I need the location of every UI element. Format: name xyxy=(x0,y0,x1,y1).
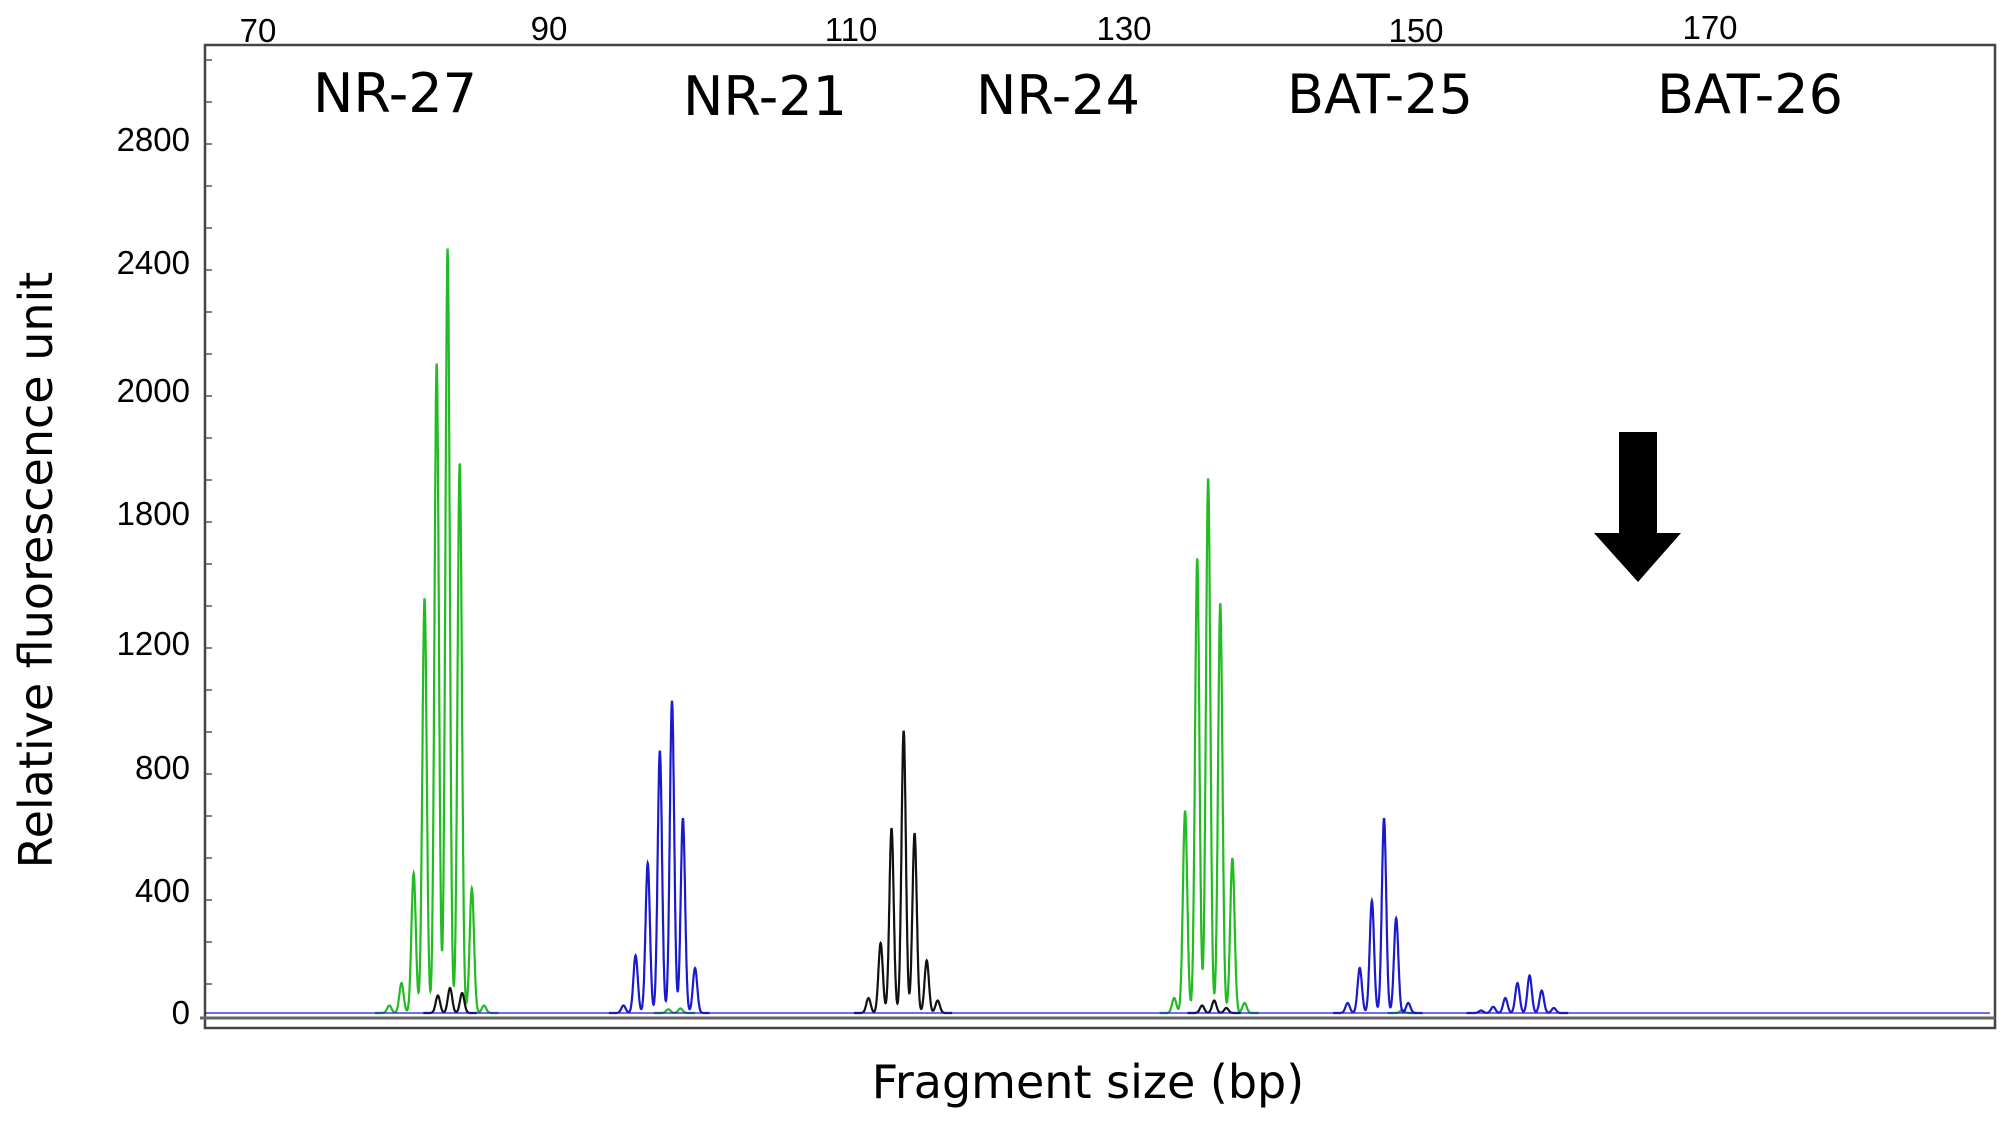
y-tick-label: 2000 xyxy=(117,372,190,409)
marker-labels: NR-27 NR-21 NR-24 BAT-25 BAT-26 xyxy=(313,62,1843,128)
trace-group xyxy=(205,248,1990,1015)
trace-blue xyxy=(1333,817,1423,1015)
y-axis-title: Relative fluorescence unit xyxy=(9,272,63,869)
y-tick-label: 0 xyxy=(172,994,190,1031)
trace-blue xyxy=(1466,973,1569,1015)
x-tick-label: 130 xyxy=(1096,10,1151,47)
y-tick-label: 1200 xyxy=(117,625,190,662)
x-tick-labels: 70 90 110 130 150 170 xyxy=(240,9,1738,49)
marker-label: BAT-25 xyxy=(1287,63,1473,126)
y-minor-ticks xyxy=(205,59,212,985)
marker-label: NR-21 xyxy=(683,65,847,128)
marker-label: BAT-26 xyxy=(1657,63,1843,126)
plot-frame xyxy=(203,43,1997,1030)
y-tick-label: 800 xyxy=(135,749,190,786)
y-tick-label: 1800 xyxy=(117,495,190,532)
down-arrow-icon xyxy=(1594,432,1681,582)
x-tick-label: 90 xyxy=(531,10,568,47)
y-tick-label: 2400 xyxy=(117,244,190,281)
marker-label: NR-24 xyxy=(976,64,1140,127)
x-axis-title: Fragment size (bp) xyxy=(872,1055,1304,1109)
trace-green xyxy=(374,248,499,1015)
y-tick-label: 2800 xyxy=(117,121,190,158)
trace-black xyxy=(853,730,953,1015)
x-tick-label: 70 xyxy=(240,12,277,49)
marker-label: NR-27 xyxy=(313,62,477,125)
x-tick-label: 170 xyxy=(1682,9,1737,46)
y-tick-label: 400 xyxy=(135,872,190,909)
x-tick-label: 110 xyxy=(825,11,878,48)
trace-blue xyxy=(608,700,710,1015)
trace-green xyxy=(1159,478,1259,1015)
x-tick-label: 150 xyxy=(1388,12,1443,49)
trace-black xyxy=(423,986,477,1015)
y-tick-labels: 0 400 800 1200 1800 2000 2400 2800 xyxy=(117,121,190,1031)
